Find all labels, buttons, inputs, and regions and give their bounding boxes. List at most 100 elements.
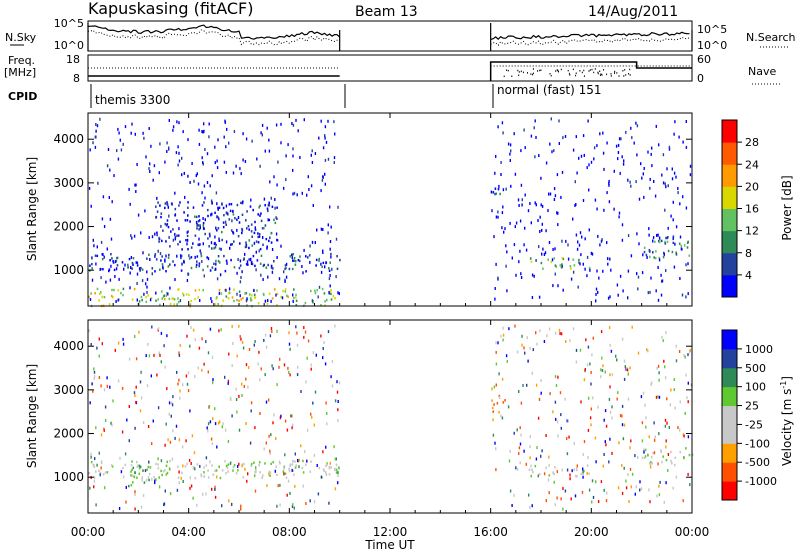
power-cell — [241, 213, 244, 216]
velocity-cell — [240, 504, 242, 508]
velocity-cell — [674, 456, 677, 459]
nave-dot — [618, 75, 620, 77]
power-cell — [235, 164, 237, 168]
velocity-cell — [275, 437, 277, 440]
velocity-cell — [609, 343, 611, 347]
power-cell — [330, 292, 332, 296]
velocity-cell — [103, 427, 105, 431]
velocity-cell — [287, 479, 290, 483]
power-cell — [163, 294, 165, 297]
power-cell — [177, 243, 179, 246]
power-cell — [331, 267, 333, 271]
power-cell — [311, 149, 313, 153]
date-title: 14/Aug/2011 — [588, 4, 678, 20]
velocity-cell — [519, 426, 521, 430]
power-cell — [203, 201, 205, 204]
power-cell — [245, 219, 247, 222]
velocity-cell — [121, 386, 124, 390]
velocity-cell — [323, 341, 325, 345]
power-cell — [201, 260, 203, 263]
velocity-cell — [297, 365, 299, 369]
power-cell — [236, 203, 239, 207]
velocity-cell — [313, 500, 316, 504]
power-cell — [98, 299, 100, 302]
velocity-cell — [103, 388, 106, 392]
power-cell — [249, 297, 252, 300]
velocity-cell — [135, 385, 137, 389]
velocity-cell — [130, 470, 132, 473]
power-cell — [94, 254, 97, 257]
velocity-cell — [196, 503, 198, 507]
power-cell — [250, 223, 253, 226]
power-cell — [108, 303, 111, 306]
power-cell — [275, 123, 278, 127]
power-cell — [292, 253, 294, 256]
velocity-cell — [205, 340, 207, 344]
velocity-cell — [526, 336, 528, 340]
power-cell — [187, 138, 189, 142]
power-cell — [288, 267, 291, 271]
velocity-cell — [527, 359, 529, 363]
velocity-cell — [520, 401, 523, 405]
velocity-cell — [232, 469, 234, 472]
power-cell — [533, 126, 535, 130]
velocity-cell — [672, 486, 674, 490]
velocity-cell — [118, 507, 121, 510]
power-cell — [291, 267, 294, 271]
cpid-label: CPID — [8, 90, 37, 103]
velocity-cell — [247, 472, 249, 476]
velocity-cell — [495, 362, 498, 366]
velocity-cell — [272, 421, 274, 425]
velocity-cell — [291, 468, 293, 472]
velocity-cell — [102, 473, 105, 476]
power-colorbar-label: Power [dB] — [780, 175, 794, 240]
power-cell — [141, 268, 144, 271]
power-cell — [665, 185, 667, 189]
velocity-cell — [611, 405, 613, 409]
nave-dot — [567, 69, 569, 72]
velocity-cell — [645, 416, 647, 420]
power-cell — [113, 174, 115, 178]
velocity-cell — [687, 435, 690, 439]
velocity-y-tick-label: 1000 — [53, 470, 84, 484]
power-cell — [572, 258, 575, 261]
freq-left-tick-lo: 8 — [73, 72, 80, 85]
nave-dot — [593, 71, 595, 74]
power-cell — [497, 215, 499, 219]
velocity-cell — [495, 383, 497, 387]
velocity-cell — [245, 377, 247, 381]
power-cell — [582, 262, 584, 266]
velocity-cell — [177, 476, 180, 479]
power-cell — [311, 161, 314, 164]
power-cell — [113, 288, 115, 292]
velocity-cell — [601, 356, 603, 360]
velocity-cell — [194, 338, 196, 342]
velocity-cell — [548, 474, 551, 477]
velocity-cell — [312, 351, 315, 355]
power-cell — [636, 232, 638, 236]
velocity-cell — [148, 478, 150, 482]
velocity-cell — [264, 462, 266, 465]
power-cell — [617, 143, 620, 147]
power-cell — [91, 256, 93, 260]
velocity-cell — [677, 426, 679, 430]
velocity-cell — [529, 445, 531, 449]
power-colorbar-bin — [722, 164, 737, 187]
velocity-cell — [504, 399, 506, 402]
velocity-cell — [238, 324, 240, 328]
power-cell — [535, 203, 537, 207]
velocity-cell — [146, 384, 149, 388]
velocity-cell — [560, 413, 562, 417]
power-cell — [190, 266, 193, 270]
velocity-cell — [157, 463, 159, 466]
velocity-cell — [566, 419, 568, 423]
power-cell — [238, 290, 241, 293]
velocity-cell — [144, 469, 147, 473]
power-cell — [234, 217, 236, 220]
power-cell — [179, 201, 181, 204]
power-cell — [250, 198, 252, 202]
power-cell — [116, 256, 118, 260]
velocity-cell — [657, 395, 659, 399]
power-cell — [658, 256, 661, 260]
velocity-cell — [532, 470, 534, 474]
